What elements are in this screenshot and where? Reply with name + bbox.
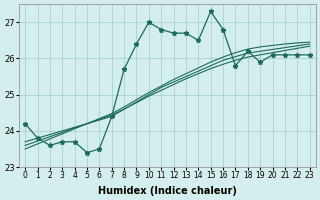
X-axis label: Humidex (Indice chaleur): Humidex (Indice chaleur) — [98, 186, 237, 196]
